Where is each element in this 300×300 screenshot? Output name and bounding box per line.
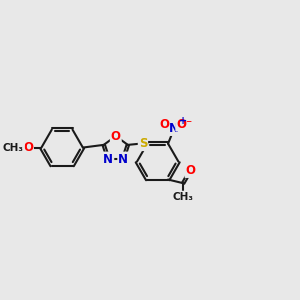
Text: S: S (139, 137, 147, 150)
Text: O: O (159, 118, 169, 130)
Text: O: O (23, 141, 33, 154)
Text: +: + (178, 116, 187, 126)
Text: O: O (185, 164, 196, 177)
Text: N: N (103, 152, 113, 166)
Text: N: N (118, 152, 128, 166)
Text: O⁻: O⁻ (176, 118, 193, 130)
Text: N: N (169, 122, 179, 135)
Text: O: O (111, 130, 121, 142)
Text: CH₃: CH₃ (3, 142, 24, 153)
Text: CH₃: CH₃ (173, 192, 194, 202)
